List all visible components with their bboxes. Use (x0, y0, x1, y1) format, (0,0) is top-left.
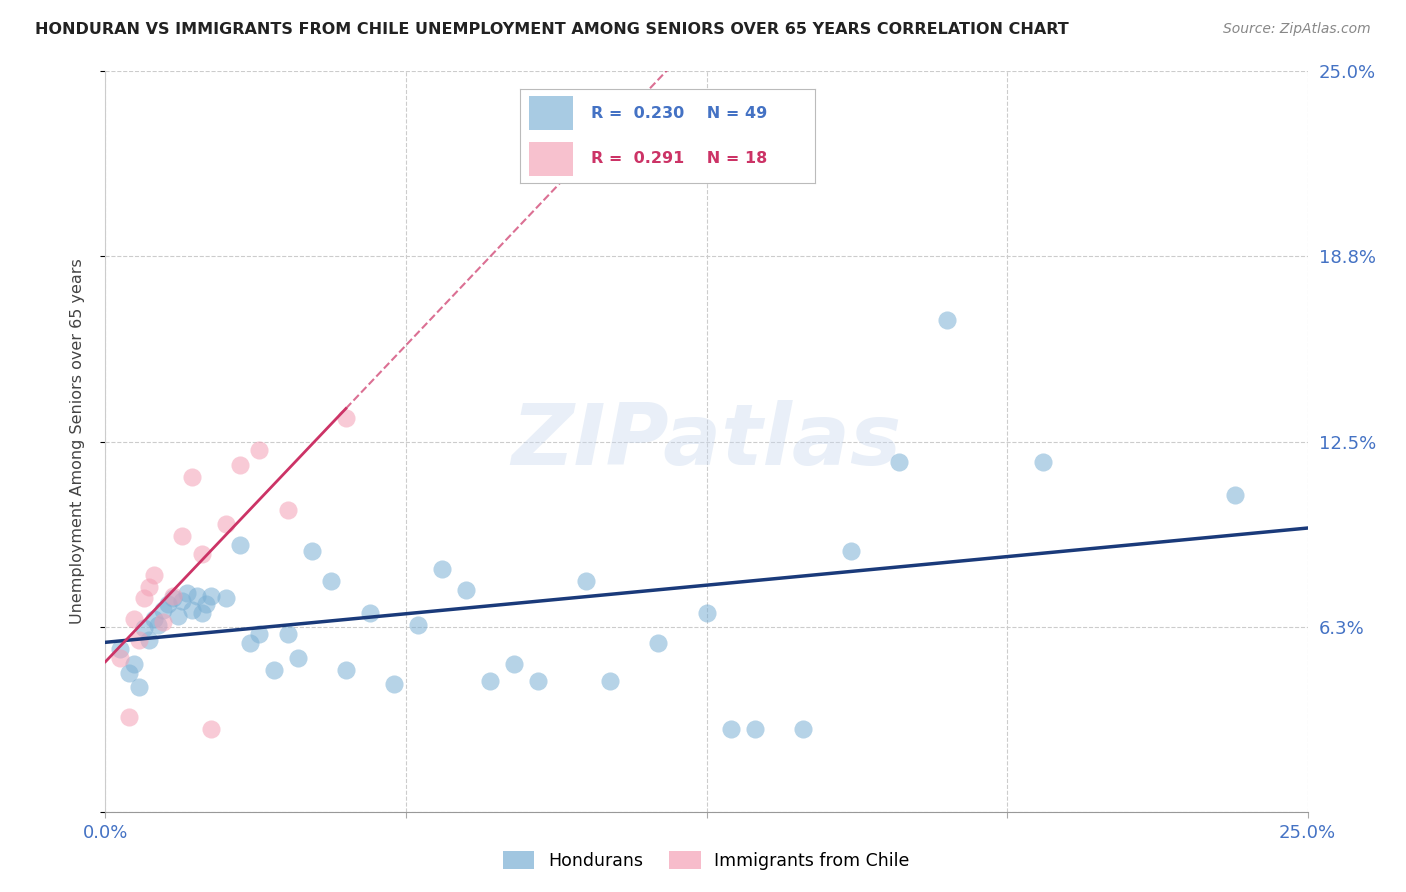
Point (181, 603, 204, 617)
Point (359, 607, 381, 621)
Point (172, 529, 194, 543)
Point (239, 636, 262, 650)
Point (138, 632, 160, 647)
Point (454, 582, 477, 597)
Point (277, 627, 299, 641)
FancyBboxPatch shape (529, 95, 574, 130)
Legend: Hondurans, Immigrants from Chile: Hondurans, Immigrants from Chile (496, 845, 917, 877)
Point (152, 603, 174, 617)
Point (287, 650, 309, 665)
Point (263, 663, 285, 677)
Point (214, 591, 236, 606)
Point (128, 632, 150, 647)
Point (142, 612, 165, 626)
Point (527, 674, 550, 689)
Point (335, 410, 357, 425)
Point (152, 615, 174, 630)
Point (792, 722, 814, 736)
Point (162, 591, 184, 606)
Point (936, 313, 959, 327)
Point (696, 607, 718, 621)
Point (132, 621, 155, 635)
Point (176, 585, 198, 599)
Point (887, 455, 910, 469)
Y-axis label: Unemployment Among Seniors over 65 years: Unemployment Among Seniors over 65 years (70, 259, 84, 624)
FancyBboxPatch shape (529, 142, 574, 177)
Text: ZIPatlas: ZIPatlas (512, 400, 901, 483)
Point (108, 641, 131, 656)
Point (181, 470, 204, 484)
Point (214, 517, 236, 532)
Point (744, 722, 766, 736)
Point (200, 589, 222, 603)
Point (138, 580, 160, 594)
Point (108, 650, 131, 665)
Point (172, 594, 194, 608)
Point (321, 574, 343, 588)
Point (479, 674, 502, 689)
Point (128, 681, 150, 695)
Point (382, 677, 405, 691)
Point (406, 618, 429, 632)
Point (118, 710, 141, 724)
Point (839, 544, 862, 558)
Point (229, 538, 252, 552)
Point (162, 589, 184, 603)
Point (142, 567, 165, 582)
Text: Source: ZipAtlas.com: Source: ZipAtlas.com (1223, 22, 1371, 37)
Point (575, 574, 598, 588)
Point (118, 665, 141, 680)
Point (247, 443, 270, 458)
Point (156, 598, 179, 612)
Point (124, 612, 146, 626)
Point (301, 544, 323, 558)
Point (1225, 488, 1247, 502)
Point (720, 722, 742, 736)
Point (200, 722, 222, 736)
Point (190, 607, 212, 621)
Text: R =  0.291    N = 18: R = 0.291 N = 18 (591, 152, 768, 167)
Point (229, 458, 252, 473)
Point (599, 674, 621, 689)
Point (1032, 455, 1054, 469)
Point (277, 502, 299, 516)
Point (124, 657, 146, 671)
Point (430, 562, 453, 576)
Point (195, 598, 218, 612)
Text: HONDURAN VS IMMIGRANTS FROM CHILE UNEMPLOYMENT AMONG SENIORS OVER 65 YEARS CORRE: HONDURAN VS IMMIGRANTS FROM CHILE UNEMPL… (35, 22, 1069, 37)
Point (132, 591, 155, 606)
Point (503, 657, 526, 671)
Point (247, 627, 270, 641)
Point (335, 663, 357, 677)
Point (166, 609, 188, 624)
Point (190, 547, 212, 561)
Point (186, 589, 208, 603)
Point (148, 618, 170, 632)
Point (647, 636, 669, 650)
Text: R =  0.230    N = 49: R = 0.230 N = 49 (591, 105, 768, 120)
